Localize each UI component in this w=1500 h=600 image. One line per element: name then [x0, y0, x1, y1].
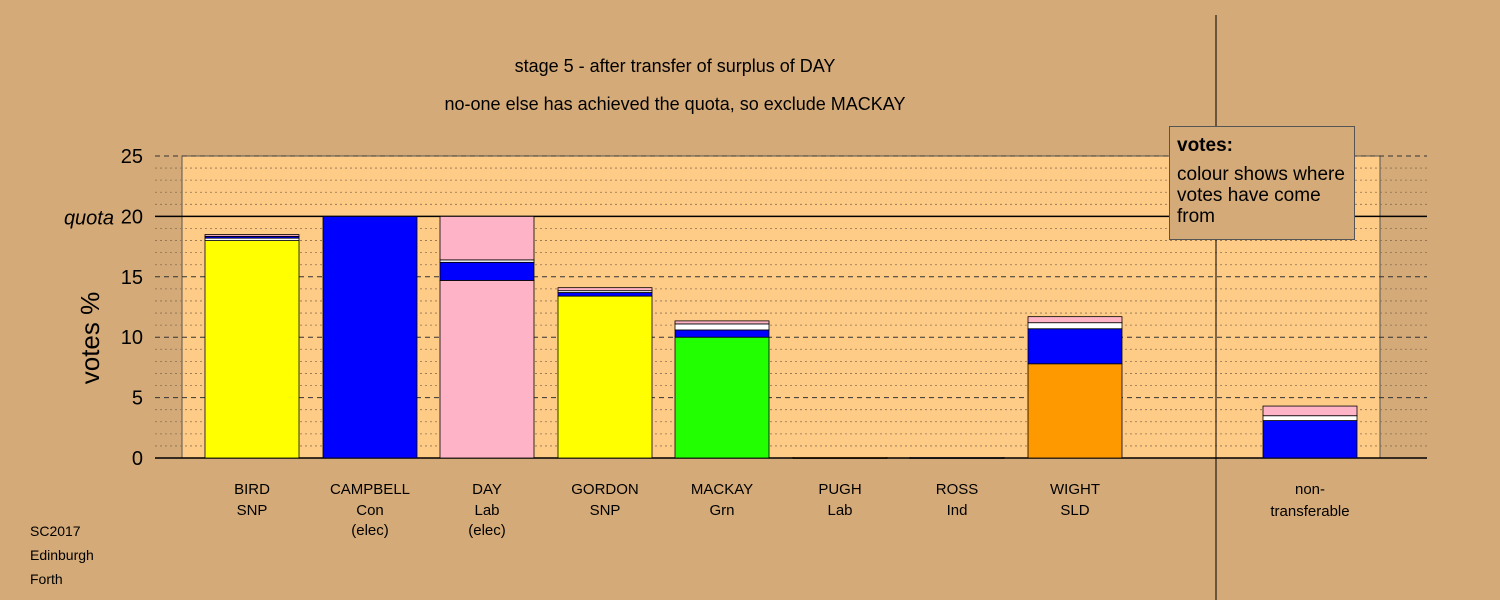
x-label-party: Lab — [827, 502, 852, 519]
bar-wight-segment — [1027, 316, 1123, 324]
footer-line2: Edinburgh — [30, 547, 94, 563]
bar-gordon-segment — [557, 295, 653, 459]
x-label-name: GORDON — [571, 481, 639, 498]
bar-bird-segment — [204, 240, 300, 459]
y-tick-label: 15 — [121, 267, 143, 289]
bar-pugh-segment — [792, 456, 888, 459]
bar-wight-segment — [1027, 328, 1123, 365]
quota-label: quota — [64, 207, 114, 229]
bar-day-segment — [439, 261, 535, 281]
chart-subtitle: no-one else has achieved the quota, so e… — [445, 94, 906, 114]
y-tick-label: 0 — [132, 448, 143, 470]
x-label-name: ROSS — [936, 481, 979, 498]
footer-line1: SC2017 — [30, 523, 81, 539]
bar-ross-segment — [909, 456, 1005, 459]
x-label-party: Grn — [709, 502, 734, 519]
x-label-name: CAMPBELL — [330, 481, 410, 498]
bar-day-segment — [439, 280, 535, 459]
bar-gordon-segment — [557, 292, 653, 297]
chart-title: stage 5 - after transfer of surplus of D… — [515, 56, 836, 76]
x-label-party: SLD — [1060, 502, 1089, 519]
x-label-name: DAY — [472, 481, 502, 498]
x-label-party: SNP — [590, 502, 621, 519]
x-label-status: (elec) — [351, 522, 389, 539]
x-label-party: SNP — [237, 502, 268, 519]
x-label-name: BIRD — [234, 481, 270, 498]
x-label-status: (elec) — [468, 522, 506, 539]
x-label-party: Ind — [947, 502, 968, 519]
x-label-name: WIGHT — [1050, 481, 1100, 498]
bar-nontransferable-segment — [1262, 420, 1358, 459]
bar-bird-segment — [204, 234, 300, 237]
legend-box: votes: colour shows where votes have com… — [1169, 126, 1355, 240]
legend-title: votes: — [1177, 135, 1233, 156]
bar-wight-segment — [1027, 322, 1123, 330]
bar-mackay-segment — [674, 329, 770, 338]
y-axis-label: votes % — [75, 292, 105, 385]
footer-line3: Forth — [30, 571, 63, 587]
x-label-nontransferable-2: transferable — [1270, 503, 1349, 520]
bar-mackay-segment — [674, 323, 770, 331]
x-label-name: MACKAY — [691, 481, 753, 498]
bar-mackay-segment — [674, 336, 770, 459]
y-tick-label: 25 — [121, 146, 143, 168]
y-tick-label: 5 — [132, 388, 143, 410]
bar-mackay-segment — [674, 320, 770, 325]
x-label-party: Lab — [474, 502, 499, 519]
y-tick-label: 10 — [121, 327, 143, 349]
bar-gordon-segment — [557, 287, 653, 292]
x-label-party: Con — [356, 502, 384, 519]
bar-nontransferable-segment — [1262, 405, 1358, 417]
x-label-name: PUGH — [818, 481, 861, 498]
legend-text: colour shows where votes have come from — [1177, 164, 1345, 227]
bar-campbell-segment — [322, 215, 418, 459]
bar-day-segment — [439, 215, 535, 261]
bar-wight-segment — [1027, 363, 1123, 459]
y-tick-label: 20 — [121, 206, 143, 228]
footer: SC2017 Edinburgh Forth — [30, 519, 94, 591]
bar-nontransferable-segment — [1262, 415, 1358, 421]
x-label-nontransferable-1: non- — [1295, 481, 1325, 498]
